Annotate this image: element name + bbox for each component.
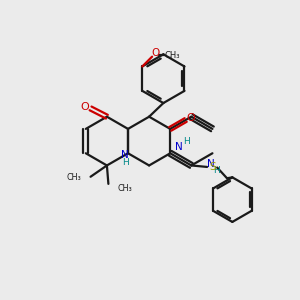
Text: H: H bbox=[183, 137, 190, 146]
Text: H: H bbox=[214, 166, 220, 175]
Text: O: O bbox=[187, 113, 195, 124]
Text: CH₃: CH₃ bbox=[164, 51, 180, 60]
Text: N: N bbox=[175, 142, 182, 152]
Text: O: O bbox=[152, 48, 160, 58]
Text: H: H bbox=[122, 158, 128, 167]
Text: CH₃: CH₃ bbox=[66, 173, 81, 182]
Text: CH₃: CH₃ bbox=[118, 184, 133, 193]
Text: S: S bbox=[210, 162, 216, 172]
Text: O: O bbox=[81, 102, 90, 112]
Text: N: N bbox=[121, 150, 129, 160]
Text: N: N bbox=[207, 159, 215, 169]
